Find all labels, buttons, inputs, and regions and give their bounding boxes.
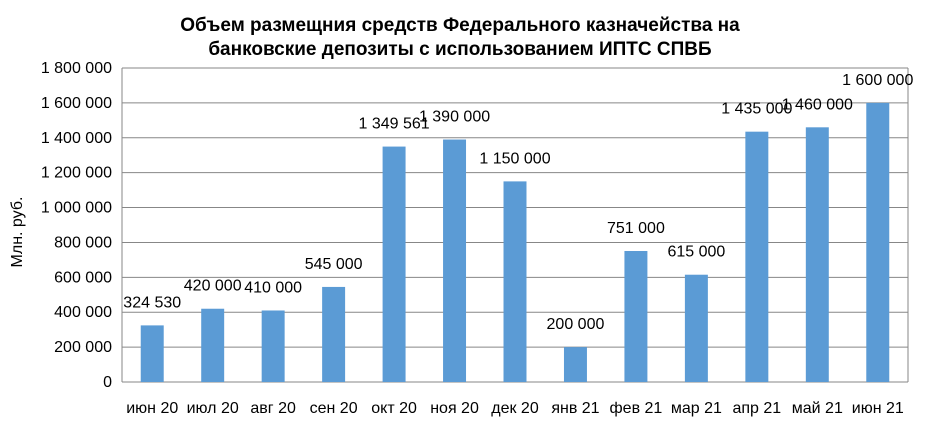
x-tick-label: сен 20 xyxy=(310,400,358,417)
bar xyxy=(866,102,890,382)
y-tick-label: 800 000 xyxy=(54,234,112,251)
data-label: 200 000 xyxy=(547,316,605,333)
x-tick-label: апр 21 xyxy=(732,400,781,417)
gridlines xyxy=(122,67,908,348)
bar xyxy=(443,139,467,382)
x-tick-label: фев 21 xyxy=(610,400,663,417)
x-tick-label: май 21 xyxy=(792,400,843,417)
bar xyxy=(140,325,164,382)
y-tick-label: 400 000 xyxy=(54,304,112,321)
bar xyxy=(805,127,829,382)
y-tick-label: 0 xyxy=(103,374,112,391)
y-tick-label: 600 000 xyxy=(54,269,112,286)
data-label: 545 000 xyxy=(305,256,363,273)
y-tick-label: 200 000 xyxy=(54,339,112,356)
chart-title-line-2: банковские депозиты с использованием ИПТ… xyxy=(208,39,712,60)
x-tick-label: авг 20 xyxy=(250,400,296,417)
bar xyxy=(261,310,285,382)
data-label: 751 000 xyxy=(607,220,665,237)
x-tick-label: июл 20 xyxy=(187,400,239,417)
bar xyxy=(322,286,346,382)
y-tick-label: 1 400 000 xyxy=(41,130,112,147)
bar xyxy=(624,250,648,382)
chart-title-line-1: Объем размещния средств Федерального каз… xyxy=(180,15,740,36)
y-tick-labels: 0 200 000 400 000 600 000 800 000 1 000 000 1 … xyxy=(41,60,112,391)
bar xyxy=(382,146,406,382)
data-label: 420 000 xyxy=(184,278,242,295)
x-tick-label: июн 21 xyxy=(852,400,904,417)
x-tick-label: дек 20 xyxy=(491,400,539,417)
bar xyxy=(201,308,225,382)
x-tick-label: янв 21 xyxy=(551,400,599,417)
data-label: 410 000 xyxy=(244,279,302,296)
data-label: 1 435 000 xyxy=(721,101,792,118)
x-tick-labels: июн 20 июл 20 авг 20 сен 20 окт 20 ноя 20 дек … xyxy=(126,400,904,417)
chart-title: Объем размещния средств Федерального каз… xyxy=(130,14,790,62)
bar xyxy=(563,347,587,382)
y-tick-label: 1 000 000 xyxy=(41,200,112,217)
bar xyxy=(745,131,769,382)
bars xyxy=(140,102,890,382)
data-label: 1 390 000 xyxy=(419,109,490,126)
bar xyxy=(684,274,708,382)
x-tick-label: окт 20 xyxy=(371,400,417,417)
y-tick-label: 1 600 000 xyxy=(41,95,112,112)
data-label: 1 349 561 xyxy=(358,116,429,133)
data-label: 324 530 xyxy=(123,294,181,311)
x-tick-label: мар 21 xyxy=(671,400,722,417)
data-label: 615 000 xyxy=(667,244,725,261)
x-tick-label: ноя 20 xyxy=(430,400,479,417)
y-tick-label: 1 800 000 xyxy=(41,60,112,77)
data-label: 1 600 000 xyxy=(842,72,913,89)
data-label: 1 460 000 xyxy=(782,96,853,113)
data-label: 1 150 000 xyxy=(479,150,550,167)
x-tick-label: июн 20 xyxy=(126,400,178,417)
y-tick-label: 1 200 000 xyxy=(41,165,112,182)
bar xyxy=(503,181,527,382)
